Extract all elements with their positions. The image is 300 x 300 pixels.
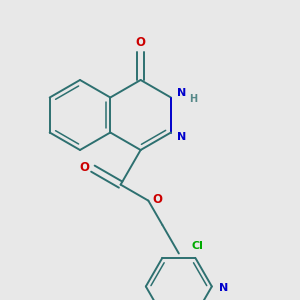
- Text: O: O: [136, 37, 146, 50]
- Text: Cl: Cl: [191, 241, 203, 251]
- Text: O: O: [152, 193, 162, 206]
- Text: N: N: [177, 88, 187, 98]
- Text: H: H: [189, 94, 197, 104]
- Text: N: N: [219, 284, 229, 293]
- Text: O: O: [79, 161, 89, 174]
- Text: N: N: [177, 133, 187, 142]
